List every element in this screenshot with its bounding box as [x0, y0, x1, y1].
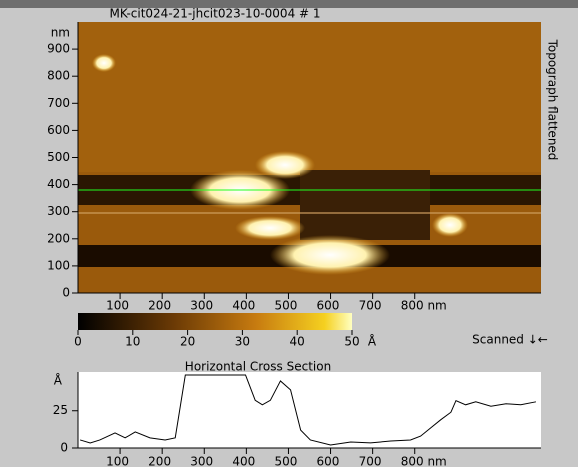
colorbar-tick-label: 50	[344, 335, 359, 349]
image-title: MK-cit024-21-jhcit023-10-0004 # 1	[109, 7, 320, 21]
x-tick-label: 800 nm	[401, 455, 447, 467]
x-tick-label: 300	[190, 455, 213, 467]
y-tick-label: 0	[60, 441, 68, 455]
side-label: Topograph flattened	[546, 39, 560, 161]
x-tick-label: 600	[317, 455, 340, 467]
y-tick-label: 300	[47, 204, 70, 218]
colorbar-tick-label: 40	[290, 335, 305, 349]
x-tick-label: 600	[317, 299, 340, 313]
colorbar-unit: Å	[368, 334, 377, 349]
x-tick-label: 800 nm	[401, 299, 447, 313]
y-tick-label: 200	[47, 231, 70, 245]
y-tick-label: 100	[47, 258, 70, 272]
x-tick-label: 200	[148, 455, 171, 467]
section-y-unit: Å	[54, 373, 63, 388]
x-tick-label: 500	[274, 299, 297, 313]
afm-image	[78, 22, 541, 293]
y-tick-label: 0	[62, 286, 70, 300]
section-title: Horizontal Cross Section	[185, 360, 331, 374]
x-tick-label: 400	[232, 455, 255, 467]
scan-label: Scanned ↓←	[472, 333, 548, 347]
colorbar-tick-label: 30	[235, 335, 250, 349]
y-tick-label: 600	[47, 123, 70, 137]
x-tick-label: 500	[274, 455, 297, 467]
colorbar	[78, 313, 352, 330]
colorbar-tick-label: 0	[74, 335, 82, 349]
colorbar-tick-label: 20	[180, 335, 195, 349]
y-tick-label: 800	[47, 69, 70, 83]
screen: MK-cit024-21-jhcit023-10-0004 # 1 Topogr…	[0, 0, 578, 467]
x-tick-label: 700	[359, 455, 382, 467]
y-tick-label: 700	[47, 96, 70, 110]
y-unit: nm	[51, 26, 70, 40]
x-tick-label: 100	[106, 299, 129, 313]
x-tick-label: 200	[148, 299, 171, 313]
y-tick-label: 500	[47, 150, 70, 164]
y-tick-label: 900	[47, 42, 70, 56]
x-tick-label: 300	[190, 299, 213, 313]
y-tick-label: 400	[47, 177, 70, 191]
colorbar-tick-label: 10	[125, 335, 140, 349]
x-tick-label: 100	[106, 455, 129, 467]
y-tick-label: 25	[53, 403, 68, 417]
x-tick-label: 400	[232, 299, 255, 313]
x-tick-label: 700	[359, 299, 382, 313]
